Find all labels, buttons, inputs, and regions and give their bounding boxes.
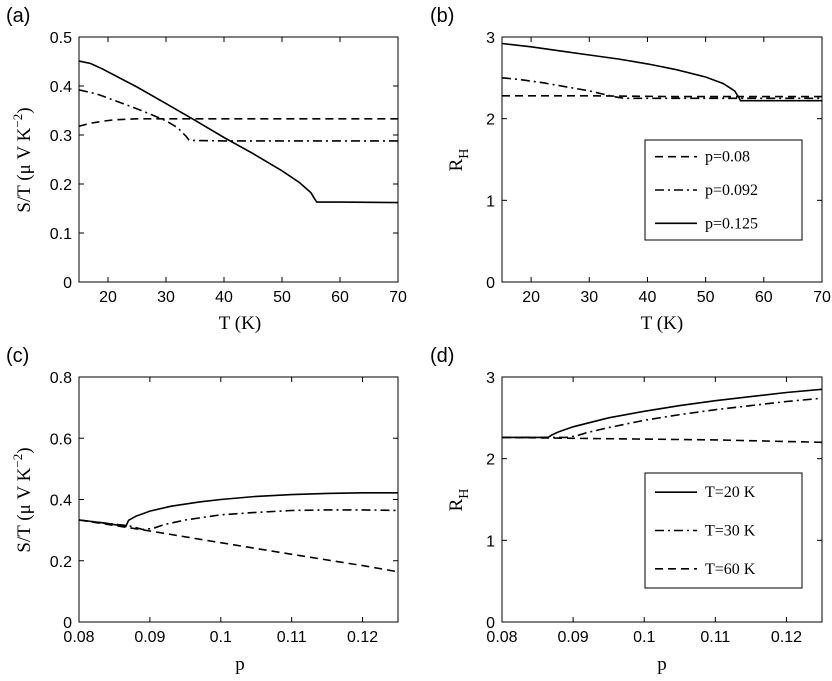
x-tick-label: 40 bbox=[215, 289, 233, 306]
x-tick-label: 60 bbox=[331, 289, 349, 306]
x-axis-label: p bbox=[657, 654, 667, 675]
y-tick-label: 0.4 bbox=[50, 79, 72, 96]
legend-entry-label: T=30 K bbox=[705, 523, 756, 540]
series-line-p-0-092 bbox=[502, 77, 822, 100]
y-tick-label: 0.8 bbox=[50, 370, 72, 387]
y-axis-label: S/T (μ V K−2) bbox=[10, 107, 35, 212]
x-tick-label: 0.11 bbox=[700, 629, 730, 646]
x-tick-label: 50 bbox=[273, 289, 291, 306]
y-tick-label: 3 bbox=[486, 30, 495, 47]
panel-label: (b) bbox=[430, 5, 454, 27]
chart-panel-4: 0.08 0.09 0.1 0.11 0.12 0 1 2 3 (d) p RH T=20 K T=30 … bbox=[430, 345, 823, 675]
y-tick-label: 0.6 bbox=[50, 431, 72, 448]
x-axis-label: T (K) bbox=[641, 313, 683, 334]
series-line-p-0-125 bbox=[79, 60, 398, 204]
x-tick-label: 0.09 bbox=[134, 629, 165, 646]
x-tick-label: 0.12 bbox=[347, 629, 378, 646]
y-tick-label: 0.2 bbox=[50, 554, 72, 571]
x-tick-label: 0.09 bbox=[558, 629, 589, 646]
series-line-p-0-125 bbox=[502, 42, 822, 102]
legend: p=0.08 p=0.092 p=0.125 bbox=[644, 139, 803, 241]
x-tick-label: 50 bbox=[697, 289, 715, 306]
x-tick-label: 0.08 bbox=[63, 629, 94, 646]
series-line-p-0-092 bbox=[79, 89, 398, 142]
y-tick-label: 0 bbox=[486, 275, 495, 292]
series-line-p-0-08 bbox=[502, 95, 822, 98]
legend-entry-label: p=0.125 bbox=[705, 215, 758, 232]
panel-label: (a) bbox=[6, 5, 30, 27]
legend-entry-label: T=20 K bbox=[705, 484, 756, 501]
chart-panel-3: 0.08 0.09 0.1 0.11 0.12 0 0.2 0.4 0.6 0.8 (c) p S/T … bbox=[6, 345, 399, 675]
x-tick-label: 70 bbox=[813, 289, 831, 306]
series-line-t-20-k bbox=[502, 388, 822, 439]
plot-frame bbox=[501, 36, 823, 283]
y-tick-label: 0 bbox=[63, 275, 72, 292]
x-axis-label: T (K) bbox=[219, 313, 261, 334]
y-tick-label: 0.3 bbox=[50, 128, 72, 145]
plot-frame bbox=[78, 376, 399, 623]
x-tick-label: 20 bbox=[522, 289, 540, 306]
y-tick-label: 0.2 bbox=[50, 177, 72, 194]
x-tick-label: 0.1 bbox=[633, 629, 655, 646]
y-tick-label: 0 bbox=[63, 615, 72, 632]
y-tick-label: 2 bbox=[486, 112, 495, 129]
y-tick-label: 0.5 bbox=[50, 30, 72, 47]
series-line-t-60-k bbox=[79, 519, 398, 573]
y-tick-label: 1 bbox=[486, 193, 495, 210]
x-tick-label: 0.08 bbox=[486, 629, 517, 646]
panel-label: (d) bbox=[430, 345, 454, 367]
series-line-t-30-k bbox=[79, 509, 398, 531]
legend: T=20 K T=30 K T=60 K bbox=[644, 472, 803, 589]
y-tick-label: 3 bbox=[486, 370, 495, 387]
y-axis-label: RH bbox=[446, 149, 472, 172]
x-tick-label: 70 bbox=[389, 289, 407, 306]
x-axis-label: p bbox=[235, 654, 245, 675]
y-tick-label: 2 bbox=[486, 452, 495, 469]
y-tick-label: 0.4 bbox=[50, 493, 72, 510]
x-tick-label: 60 bbox=[755, 289, 773, 306]
x-tick-label: 40 bbox=[639, 289, 657, 306]
legend-entry-label: p=0.092 bbox=[705, 182, 758, 199]
y-tick-label: 0.1 bbox=[50, 226, 72, 243]
x-tick-label: 30 bbox=[580, 289, 598, 306]
series-line-t-60-k bbox=[502, 436, 822, 444]
x-tick-label: 0.11 bbox=[277, 629, 307, 646]
series-line-p-0-08 bbox=[79, 118, 398, 127]
panel-label: (c) bbox=[6, 345, 29, 367]
x-tick-label: 0.12 bbox=[771, 629, 802, 646]
y-axis-label: RH bbox=[446, 489, 472, 512]
plot-frame bbox=[501, 376, 823, 623]
y-tick-label: 1 bbox=[486, 533, 495, 550]
series-line-t-20-k bbox=[79, 492, 398, 528]
chart-panel-1: 20 30 40 50 60 70 0 0.1 0.2 0.3 0.4 0.5 (a) T (K) S/T … bbox=[6, 5, 407, 334]
legend-entry-label: p=0.08 bbox=[705, 149, 750, 166]
x-tick-label: 0.1 bbox=[210, 629, 232, 646]
x-tick-label: 30 bbox=[157, 289, 175, 306]
y-tick-label: 0 bbox=[486, 615, 495, 632]
y-axis-label: S/T (μ V K−2) bbox=[10, 447, 35, 552]
series-line-t-30-k bbox=[502, 397, 822, 439]
legend-entry-label: T=60 K bbox=[705, 561, 756, 578]
x-tick-label: 20 bbox=[99, 289, 117, 306]
plot-frame bbox=[78, 36, 399, 283]
